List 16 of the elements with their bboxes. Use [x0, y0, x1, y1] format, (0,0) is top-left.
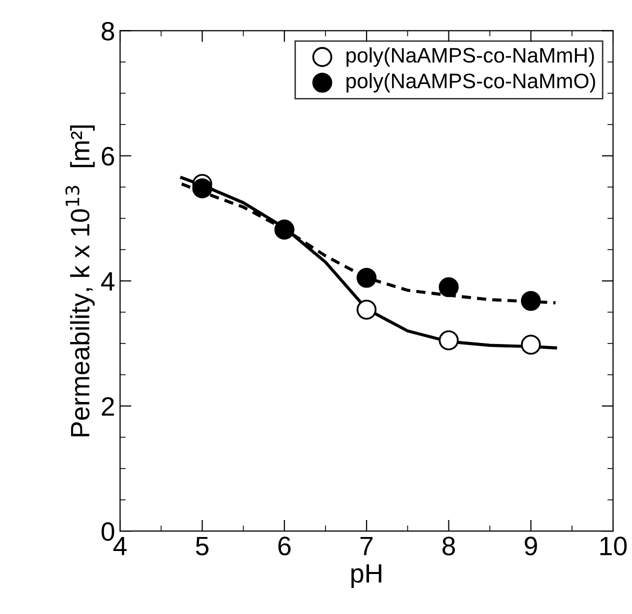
x-tick-label: 10 [600, 536, 627, 556]
legend-label: poly(NaAMPS-co-NaMmH) [346, 47, 594, 67]
y-tick-label: 4 [101, 272, 114, 290]
x-tick-label: 6 [278, 536, 291, 556]
x-axis-title: pH [351, 564, 382, 588]
y-tick-label: 0 [102, 522, 114, 541]
x-tick-label: 9 [524, 536, 537, 556]
y-tick-label: 8 [102, 22, 114, 41]
y-axis-title: Permeability, k x 10$^{13}$ [m²] [65, 125, 95, 436]
y-tick-label: 6 [102, 146, 114, 166]
y-tick-label: 2 [102, 397, 114, 416]
x-tick-label: 5 [196, 536, 208, 556]
x-tick-label: 8 [442, 536, 455, 556]
x-tick-label: 4 [113, 536, 127, 556]
legend-label: poly(NaAMPS-co-NaMmO) [346, 73, 596, 92]
x-tick-label: 7 [360, 536, 373, 556]
